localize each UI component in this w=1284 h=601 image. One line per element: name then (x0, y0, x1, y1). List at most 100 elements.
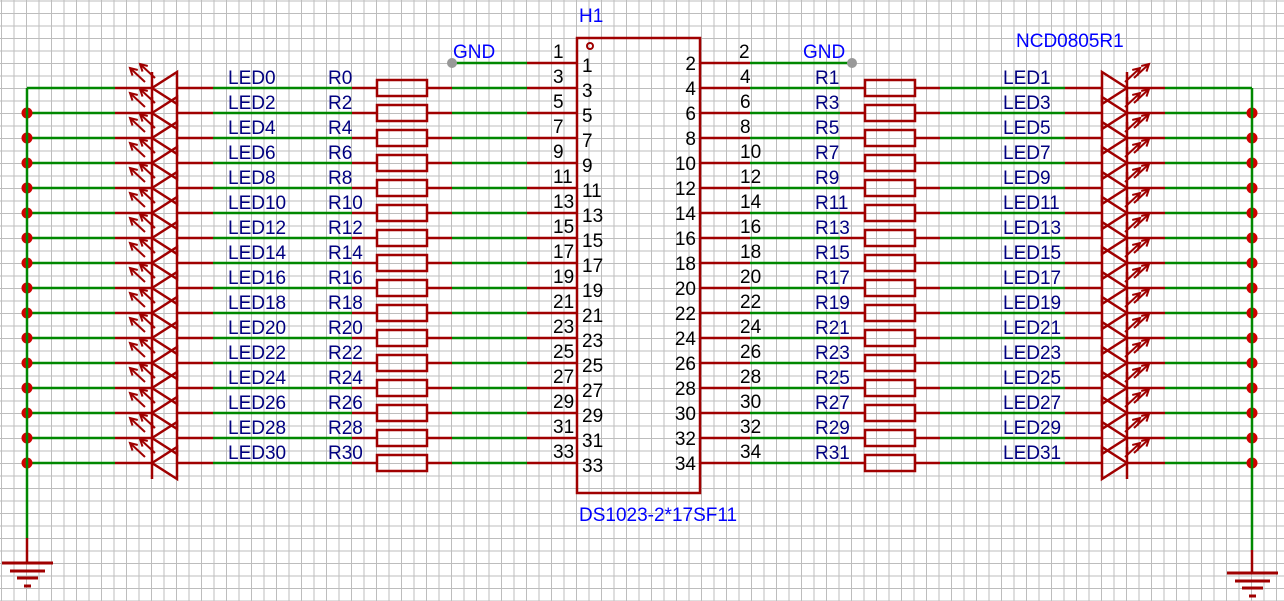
led-icon[interactable] (149, 194, 179, 232)
led-icon[interactable] (1100, 294, 1130, 332)
resistor[interactable] (375, 78, 429, 98)
resistor[interactable] (375, 253, 429, 273)
resistor[interactable] (375, 353, 429, 373)
light-arrow-icon[interactable] (1124, 192, 1141, 208)
resistor[interactable] (375, 303, 429, 323)
resistor[interactable] (863, 78, 917, 98)
light-arrow-icon[interactable] (129, 192, 146, 208)
resistor[interactable] (375, 103, 429, 123)
led-icon[interactable] (149, 294, 179, 332)
led-icon[interactable] (149, 344, 179, 382)
light-arrow-icon[interactable] (139, 338, 156, 354)
led-icon[interactable] (1100, 144, 1130, 182)
led-icon[interactable] (1100, 119, 1130, 157)
light-arrow-icon[interactable] (139, 363, 156, 379)
led-icon[interactable] (149, 69, 179, 107)
resistor[interactable] (375, 153, 429, 173)
light-arrow-icon[interactable] (139, 263, 156, 279)
led-icon[interactable] (1100, 269, 1130, 307)
light-arrow-icon[interactable] (1133, 88, 1150, 104)
light-arrow-icon[interactable] (1133, 63, 1150, 79)
connector-body[interactable] (575, 36, 702, 495)
light-arrow-icon[interactable] (129, 67, 146, 83)
led-icon[interactable] (149, 94, 179, 132)
light-arrow-icon[interactable] (1124, 217, 1141, 233)
resistor[interactable] (863, 453, 917, 473)
light-arrow-icon[interactable] (1133, 188, 1150, 204)
light-arrow-icon[interactable] (1133, 263, 1150, 279)
connector-value[interactable]: DS1023-2*17SF11 (579, 505, 737, 526)
light-arrow-icon[interactable] (1124, 67, 1141, 83)
light-arrow-icon[interactable] (1124, 342, 1141, 358)
gnd-net-label-right[interactable]: GND (803, 42, 845, 63)
led-icon[interactable] (149, 144, 179, 182)
resistor[interactable] (375, 228, 429, 248)
led-icon[interactable] (149, 444, 179, 482)
led-icon[interactable] (149, 219, 179, 257)
resistor[interactable] (375, 328, 429, 348)
resistor[interactable] (375, 128, 429, 148)
led-icon[interactable] (1100, 219, 1130, 257)
led-icon[interactable] (1100, 319, 1130, 357)
resistor[interactable] (863, 153, 917, 173)
light-arrow-icon[interactable] (139, 138, 156, 154)
led-icon[interactable] (1100, 369, 1130, 407)
light-arrow-icon[interactable] (1124, 167, 1141, 183)
light-arrow-icon[interactable] (1133, 413, 1150, 429)
led-icon[interactable] (1100, 94, 1130, 132)
net-port-icon[interactable] (847, 58, 857, 68)
resistor[interactable] (863, 428, 917, 448)
light-arrow-icon[interactable] (1133, 238, 1150, 254)
led-icon[interactable] (149, 369, 179, 407)
light-arrow-icon[interactable] (1133, 313, 1150, 329)
resistor[interactable] (375, 453, 429, 473)
light-arrow-icon[interactable] (129, 392, 146, 408)
light-arrow-icon[interactable] (1124, 442, 1141, 458)
light-arrow-icon[interactable] (1133, 163, 1150, 179)
resistor[interactable] (863, 128, 917, 148)
light-arrow-icon[interactable] (139, 438, 156, 454)
led-icon[interactable] (1100, 444, 1130, 482)
led-icon[interactable] (149, 419, 179, 457)
light-arrow-icon[interactable] (139, 388, 156, 404)
led-icon[interactable] (149, 169, 179, 207)
light-arrow-icon[interactable] (129, 442, 146, 458)
resistor[interactable] (863, 228, 917, 248)
resistor[interactable] (375, 203, 429, 223)
light-arrow-icon[interactable] (139, 238, 156, 254)
gnd-net-label-left[interactable]: GND (453, 42, 495, 63)
resistor[interactable] (863, 403, 917, 423)
light-arrow-icon[interactable] (1124, 142, 1141, 158)
light-arrow-icon[interactable] (1124, 392, 1141, 408)
led-icon[interactable] (149, 244, 179, 282)
resistor[interactable] (863, 203, 917, 223)
resistor[interactable] (863, 303, 917, 323)
light-arrow-icon[interactable] (139, 113, 156, 129)
light-arrow-icon[interactable] (129, 242, 146, 258)
light-arrow-icon[interactable] (1124, 267, 1141, 283)
light-arrow-icon[interactable] (129, 367, 146, 383)
led-icon[interactable] (149, 119, 179, 157)
resistor[interactable] (863, 328, 917, 348)
light-arrow-icon[interactable] (1124, 367, 1141, 383)
light-arrow-icon[interactable] (129, 92, 146, 108)
connector-designator[interactable]: H1 (579, 6, 603, 27)
light-arrow-icon[interactable] (1124, 417, 1141, 433)
light-arrow-icon[interactable] (129, 342, 146, 358)
light-arrow-icon[interactable] (1124, 292, 1141, 308)
light-arrow-icon[interactable] (139, 313, 156, 329)
resistor[interactable] (375, 178, 429, 198)
resistor[interactable] (863, 378, 917, 398)
led-part-value[interactable]: NCD0805R1 (1016, 31, 1124, 52)
light-arrow-icon[interactable] (1124, 242, 1141, 258)
net-port-icon[interactable] (447, 58, 457, 68)
light-arrow-icon[interactable] (139, 163, 156, 179)
resistor[interactable] (863, 178, 917, 198)
light-arrow-icon[interactable] (1133, 388, 1150, 404)
light-arrow-icon[interactable] (1133, 363, 1150, 379)
light-arrow-icon[interactable] (139, 213, 156, 229)
light-arrow-icon[interactable] (1133, 138, 1150, 154)
led-icon[interactable] (149, 319, 179, 357)
light-arrow-icon[interactable] (129, 292, 146, 308)
light-arrow-icon[interactable] (139, 413, 156, 429)
